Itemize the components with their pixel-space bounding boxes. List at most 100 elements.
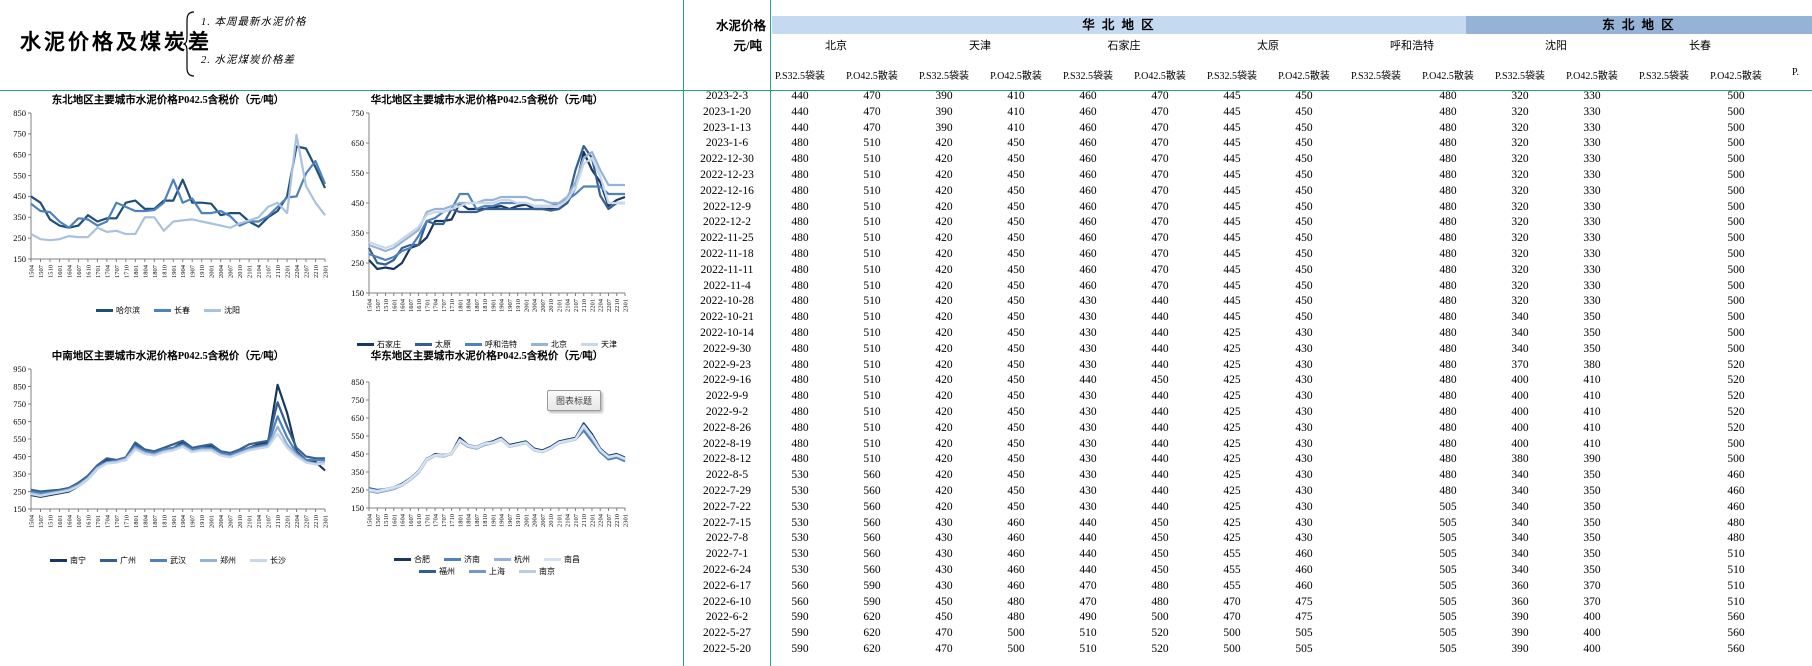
price-cell[interactable]: 350 [1583,484,1601,497]
price-cell[interactable]: 445 [1223,90,1241,102]
price-cell[interactable]: 505 [1439,611,1457,624]
price-cell[interactable]: 620 [863,642,881,655]
price-cell[interactable]: 480 [1439,153,1457,166]
price-cell[interactable]: 475 [1295,611,1313,624]
price-cell[interactable]: 425 [1223,342,1241,355]
price-cell[interactable]: 480 [1439,137,1457,150]
price-cell[interactable]: 530 [791,563,809,576]
price-cell[interactable]: 460 [1079,90,1097,102]
price-cell[interactable]: 330 [1583,279,1601,292]
price-cell[interactable]: 450 [1295,232,1313,245]
price-cell[interactable]: 330 [1583,295,1601,308]
price-cell[interactable]: 425 [1223,532,1241,545]
price-cell[interactable]: 430 [1295,342,1313,355]
date-cell[interactable]: 2022-8-5 [705,469,749,482]
price-cell[interactable]: 470 [863,90,881,102]
price-cell[interactable]: 560 [863,516,881,529]
price-cell[interactable]: 480 [1439,326,1457,339]
price-cell[interactable]: 450 [1295,184,1313,197]
price-cell[interactable]: 480 [791,421,809,434]
city-header-4[interactable]: 太原 [1257,40,1279,52]
price-cell[interactable]: 400 [1511,421,1529,434]
price-cell[interactable]: 320 [1511,168,1529,181]
price-cell[interactable]: 480 [791,374,809,387]
price-cell[interactable]: 480 [1439,484,1457,497]
price-cell[interactable]: 480 [1439,263,1457,276]
date-cell[interactable]: 2022-6-10 [703,595,751,608]
legend-item-武汉[interactable]: 武汉 [150,555,186,566]
price-cell[interactable]: 390 [935,90,953,102]
price-cell[interactable]: 340 [1511,532,1529,545]
price-cell[interactable]: 420 [935,358,953,371]
price-cell[interactable]: 420 [935,247,953,260]
price-cell[interactable]: 390 [935,105,953,118]
price-cell[interactable]: 460 [1727,484,1745,497]
price-cell[interactable]: 470 [1223,611,1241,624]
price-cell[interactable]: 480 [1439,311,1457,324]
price-cell[interactable]: 530 [791,548,809,561]
price-cell[interactable]: 450 [1007,484,1025,497]
price-cell[interactable]: 425 [1223,358,1241,371]
price-cell[interactable]: 350 [1583,516,1601,529]
price-cell[interactable]: 510 [863,247,881,260]
price-cell[interactable]: 445 [1223,153,1241,166]
price-cell[interactable]: 440 [1079,563,1097,576]
price-cell[interactable]: 350 [1583,563,1601,576]
price-cell[interactable]: 470 [1151,90,1169,102]
price-cell[interactable]: 480 [1151,579,1169,592]
price-cell[interactable]: 450 [1007,326,1025,339]
price-cell[interactable]: 450 [1007,295,1025,308]
price-cell[interactable]: 560 [863,500,881,513]
price-cell[interactable]: 330 [1583,184,1601,197]
price-cell[interactable]: 410 [1007,105,1025,118]
price-cell[interactable]: 360 [1511,579,1529,592]
price-cell[interactable]: 420 [935,453,953,466]
price-cell[interactable]: 480 [1439,90,1457,102]
price-cell[interactable]: 420 [935,200,953,213]
price-cell[interactable]: 430 [1295,500,1313,513]
price-cell[interactable]: 480 [1439,295,1457,308]
price-cell[interactable]: 480 [791,184,809,197]
price-cell[interactable]: 445 [1223,168,1241,181]
price-cell[interactable]: 560 [791,595,809,608]
price-cell[interactable]: 440 [1151,500,1169,513]
price-cell[interactable]: 420 [935,500,953,513]
region-header-northeast-china[interactable]: 东 北 地 区 [1466,16,1812,34]
date-cell[interactable]: 2022-11-4 [703,279,751,292]
price-cell[interactable]: 430 [1295,390,1313,403]
price-cell[interactable]: 320 [1511,216,1529,229]
price-cell[interactable]: 510 [1727,579,1745,592]
price-cell[interactable]: 425 [1223,453,1241,466]
price-cell[interactable]: 480 [1439,437,1457,450]
price-cell[interactable]: 460 [1007,563,1025,576]
city-header-7[interactable]: 长春 [1689,40,1711,52]
price-cell[interactable]: 450 [1007,421,1025,434]
price-cell[interactable]: 510 [1727,595,1745,608]
price-cell[interactable]: 450 [1295,311,1313,324]
price-cell[interactable]: 330 [1583,121,1601,134]
price-cell[interactable]: 410 [1583,374,1601,387]
price-cell[interactable]: 450 [1295,90,1313,102]
legend-item-南京[interactable]: 南京 [519,566,555,577]
price-cell[interactable]: 425 [1223,374,1241,387]
price-cell[interactable]: 440 [1151,469,1169,482]
price-cell[interactable]: 450 [1007,311,1025,324]
date-cell[interactable]: 2022-12-23 [700,168,754,181]
price-cell[interactable]: 380 [1583,358,1601,371]
price-cell[interactable]: 420 [935,405,953,418]
legend-item-沈阳[interactable]: 沈阳 [204,305,240,316]
price-cell[interactable]: 430 [1295,358,1313,371]
price-cell[interactable]: 430 [1079,453,1097,466]
price-cell[interactable]: 450 [1295,295,1313,308]
price-cell[interactable]: 480 [1439,184,1457,197]
price-cell[interactable]: 500 [1727,153,1745,166]
price-cell[interactable]: 500 [1727,326,1745,339]
price-cell[interactable]: 500 [1223,627,1241,640]
price-cell[interactable]: 480 [1439,453,1457,466]
price-cell[interactable]: 430 [1079,358,1097,371]
legend-item-郑州[interactable]: 郑州 [200,555,236,566]
price-cell[interactable]: 510 [863,216,881,229]
price-cell[interactable]: 460 [1079,184,1097,197]
price-cell[interactable]: 440 [791,90,809,102]
price-cell[interactable]: 420 [935,279,953,292]
